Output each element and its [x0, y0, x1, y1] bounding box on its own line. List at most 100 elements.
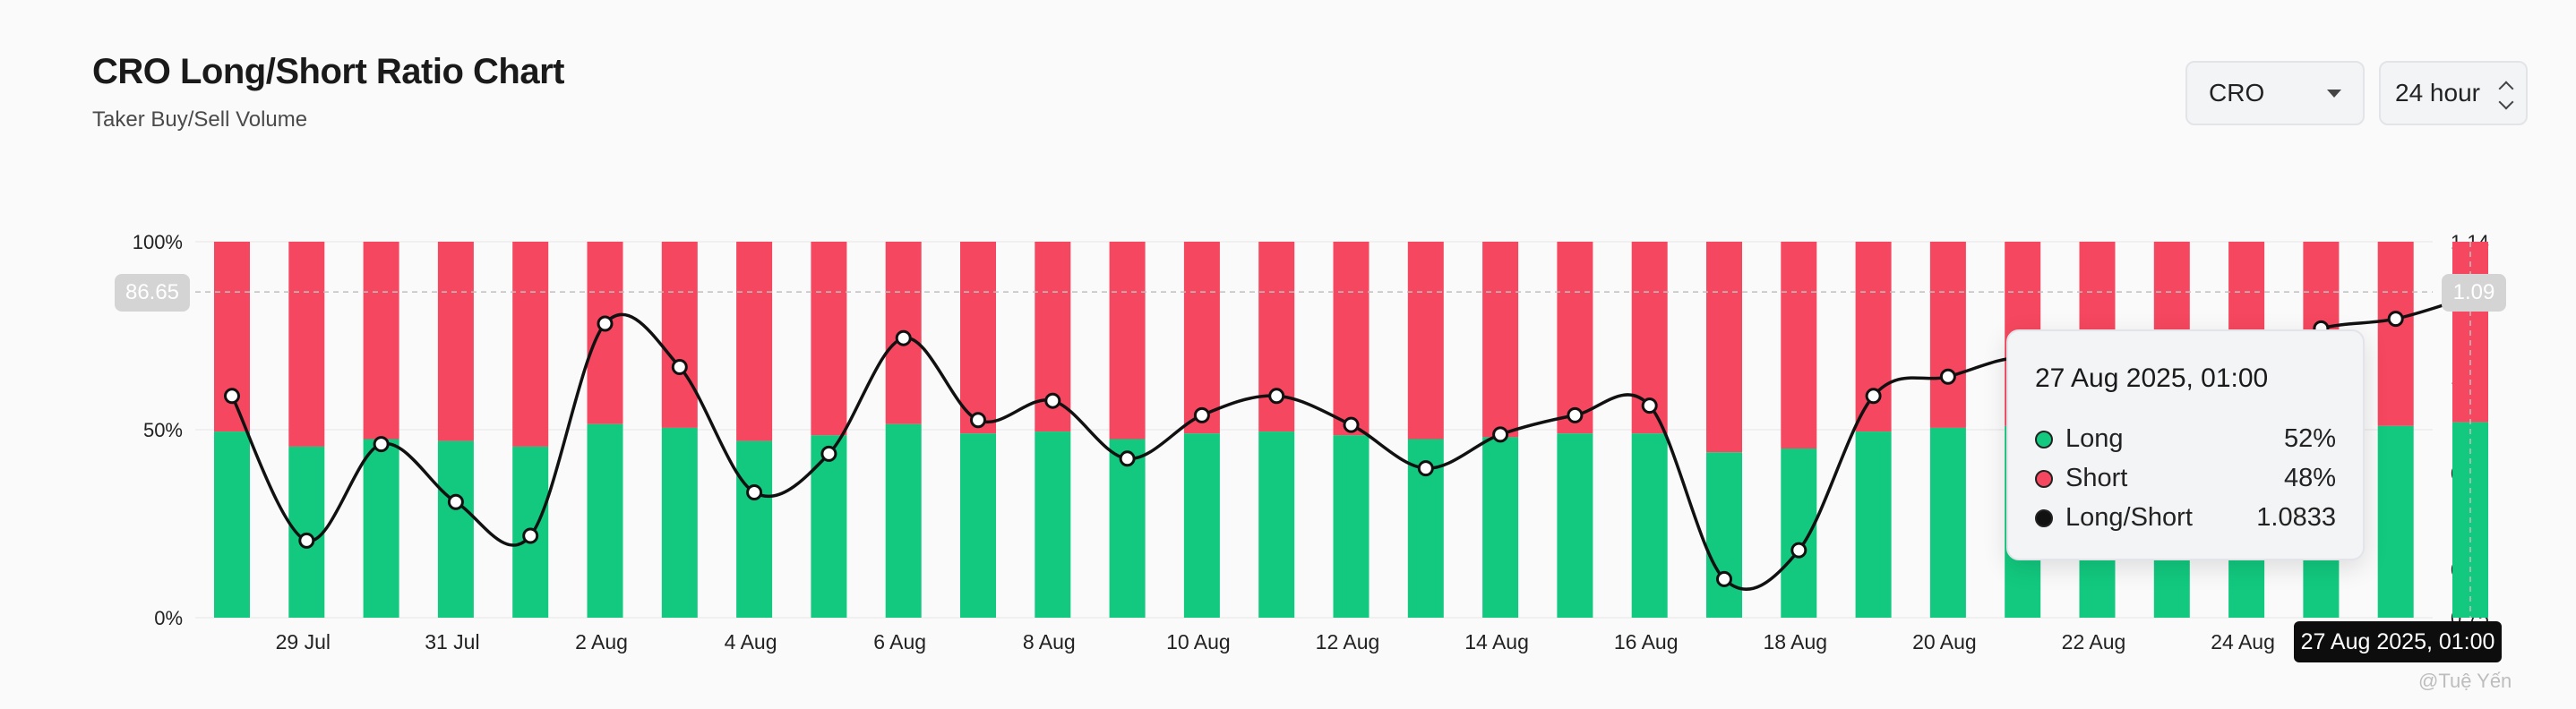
- tooltip-value: 52%: [2283, 424, 2336, 453]
- chart-title: CRO Long/Short Ratio Chart: [92, 52, 564, 91]
- tooltip-row-ratio: Long/Short 1.0833: [2035, 503, 2336, 533]
- ratio-point: [1193, 406, 1210, 423]
- tooltip-label: Long: [2065, 424, 2124, 453]
- ratio-point: [298, 532, 315, 549]
- short-bar: [736, 242, 773, 441]
- ratio-point: [224, 388, 240, 405]
- ratio-point: [1641, 397, 1658, 414]
- short-bar: [437, 242, 474, 441]
- ratio-point: [820, 445, 837, 462]
- tooltip-value: 48%: [2283, 464, 2336, 492]
- ratio-point: [1865, 388, 1882, 405]
- y-left-tick-label: 0%: [154, 607, 183, 629]
- x-tick-label: 18 Aug: [1763, 630, 1827, 653]
- ratio-dot-icon: [2035, 508, 2053, 527]
- ratio-point: [1268, 388, 1285, 405]
- x-tick-label: 24 Aug: [2211, 630, 2275, 653]
- chart-subtitle: Taker Buy/Sell Volume: [92, 107, 308, 132]
- short-bar: [811, 242, 847, 436]
- tooltip-row-long: Long 52%: [2035, 424, 2336, 454]
- ratio-point: [1343, 416, 1360, 433]
- period-select[interactable]: 24 hour: [2379, 61, 2528, 125]
- ratio-point: [1119, 450, 1136, 467]
- x-tick-label: 8 Aug: [1023, 630, 1076, 653]
- long-bar: [1482, 437, 1519, 618]
- long-bar: [1035, 431, 1071, 618]
- tooltip-label: Long/Short: [2065, 503, 2193, 532]
- ratio-point: [1716, 570, 1732, 587]
- ratio-point: [1417, 460, 1434, 477]
- short-bar: [512, 242, 549, 447]
- long-bar: [661, 427, 698, 618]
- ratio-point: [1044, 392, 1061, 409]
- ratio-point: [895, 329, 912, 346]
- crosshair-x-label: 27 Aug 2025, 01:00: [2294, 621, 2502, 662]
- crosshair-left-value: 86.65: [115, 274, 190, 312]
- tooltip-row-short: Short 48%: [2035, 464, 2336, 493]
- tooltip-date: 27 Aug 2025, 01:00: [2035, 363, 2269, 393]
- long-bar: [1333, 435, 1370, 618]
- x-tick-label: 29 Jul: [276, 630, 331, 653]
- short-bar: [1109, 242, 1146, 440]
- x-tick-label: 2 Aug: [575, 630, 628, 653]
- crosshair-right-value: 1.09: [2442, 274, 2506, 312]
- short-bar: [1781, 242, 1817, 448]
- x-tick-label: 10 Aug: [1166, 630, 1231, 653]
- ratio-point: [746, 484, 763, 500]
- ratio-point: [447, 493, 464, 510]
- ratio-point: [1790, 542, 1807, 559]
- x-tick-label: 14 Aug: [1464, 630, 1529, 653]
- period-select-value: 24 hour: [2395, 79, 2480, 107]
- short-bar: [661, 242, 698, 428]
- x-tick-label: 4 Aug: [725, 630, 777, 653]
- short-bar: [1929, 242, 1966, 428]
- x-tick-label: 6 Aug: [873, 630, 926, 653]
- ratio-point: [373, 436, 390, 453]
- chevron-down-icon: [2327, 89, 2341, 98]
- short-bar: [1706, 242, 1742, 453]
- x-tick-label: 22 Aug: [2062, 630, 2126, 653]
- short-bar: [587, 242, 623, 424]
- short-bar: [363, 242, 399, 440]
- long-bar: [1706, 452, 1742, 618]
- short-dot-icon: [2035, 469, 2053, 488]
- short-bar: [1183, 242, 1220, 434]
- ratio-point: [1939, 368, 1956, 385]
- ratio-point: [671, 359, 688, 375]
- long-bar: [811, 435, 847, 618]
- ratio-point: [2387, 311, 2404, 328]
- short-bar: [1407, 242, 1444, 440]
- ratio-point: [970, 412, 986, 429]
- long-bar: [736, 440, 773, 618]
- long-bar: [1631, 433, 1668, 618]
- tooltip-value: 1.0833: [2256, 503, 2336, 532]
- short-bar: [960, 242, 996, 434]
- ratio-point: [1567, 406, 1584, 423]
- long-bar: [1855, 431, 1892, 618]
- short-bar: [1482, 242, 1519, 438]
- long-bar: [1109, 439, 1146, 618]
- x-tick-label: 16 Aug: [1614, 630, 1679, 653]
- short-bar: [1333, 242, 1370, 436]
- ratio-point: [597, 315, 614, 332]
- y-left-tick-label: 100%: [133, 231, 183, 253]
- short-bar: [2377, 242, 2414, 426]
- long-bar: [1557, 433, 1593, 618]
- short-bar: [288, 242, 325, 447]
- long-dot-icon: [2035, 430, 2053, 448]
- long-bar: [1929, 427, 1966, 618]
- tooltip-label: Short: [2065, 464, 2128, 492]
- coin-select-value: CRO: [2209, 79, 2265, 107]
- long-bar: [2377, 425, 2414, 618]
- x-tick-label: 12 Aug: [1316, 630, 1380, 653]
- short-bar: [1557, 242, 1593, 434]
- long-bar: [363, 439, 399, 618]
- credit-watermark: @Tuệ Yến: [2418, 670, 2512, 692]
- long-bar: [587, 423, 623, 618]
- long-bar: [960, 433, 996, 618]
- chart-tooltip: 27 Aug 2025, 01:00 Long 52% Short 48% Lo…: [2006, 329, 2365, 560]
- long-bar: [1258, 431, 1295, 618]
- long-bar: [1183, 433, 1220, 618]
- coin-select[interactable]: CRO: [2185, 61, 2365, 125]
- long-bar: [437, 440, 474, 618]
